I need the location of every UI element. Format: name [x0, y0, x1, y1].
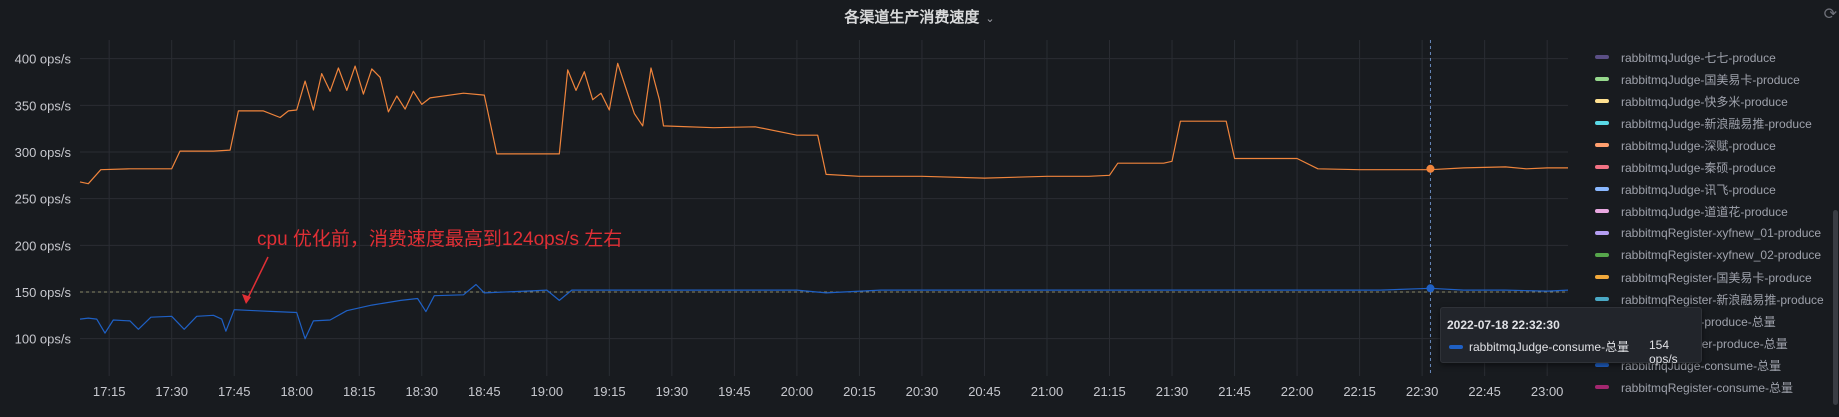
x-tick-label: 21:15: [1093, 384, 1126, 399]
legend-label: rabbitmqRegister-xyfnew_01-produce: [1621, 226, 1822, 240]
x-tick-label: 22:30: [1406, 384, 1439, 399]
tooltip-value: 154 ops/s: [1649, 338, 1678, 366]
y-tick-label: 200 ops/s: [15, 238, 72, 253]
series-lines: [79, 62, 1569, 340]
legend-label: rabbitmqJudge-讯飞-produce: [1621, 182, 1776, 197]
x-tick-label: 21:00: [1031, 384, 1064, 399]
grid: [80, 40, 1568, 376]
legend-swatch: [1595, 275, 1609, 279]
x-tick-label: 18:15: [343, 384, 376, 399]
legend-label: rabbitmqRegister-xyfnew_02-produce: [1621, 248, 1822, 262]
x-tick-label: 17:45: [218, 384, 251, 399]
x-tick-label: 21:30: [1156, 384, 1189, 399]
legend-item[interactable]: rabbitmqRegister-新浪融易推-produce: [1595, 288, 1839, 310]
y-tick-label: 150 ops/s: [15, 285, 72, 300]
legend-swatch: [1595, 297, 1609, 301]
legend-label: rabbitmqRegister-国美易卡-produce: [1621, 270, 1812, 285]
legend-label: rabbitmqRegister-新浪融易推-produce: [1621, 292, 1824, 307]
tooltip-time: 2022-07-18 22:32:30: [1447, 318, 1560, 332]
x-tick-label: 17:30: [155, 384, 188, 399]
legend-label: rabbitmqJudge-快多米-produce: [1621, 94, 1788, 109]
series-line-produce: [79, 62, 1568, 185]
legend-swatch: [1595, 253, 1609, 257]
legend-item[interactable]: rabbitmqJudge-道道花-produce: [1595, 200, 1839, 222]
legend-item[interactable]: rabbitmqRegister-consume-总量: [1595, 376, 1839, 398]
x-tick-label: 19:45: [718, 384, 751, 399]
x-tick-label: 20:30: [906, 384, 939, 399]
x-tick-label: 19:15: [593, 384, 626, 399]
legend-item[interactable]: rabbitmqJudge-七七-produce: [1595, 46, 1839, 68]
legend-swatch: [1595, 165, 1609, 169]
x-tick-label: 18:45: [468, 384, 501, 399]
legend-item[interactable]: rabbitmqRegister-xyfnew_01-produce: [1595, 222, 1839, 244]
x-tick-label: 20:15: [843, 384, 876, 399]
hover-point-produce: [1426, 164, 1435, 173]
x-tick-label: 21:45: [1218, 384, 1251, 399]
legend-swatch: [1595, 363, 1609, 367]
legend-item[interactable]: rabbitmqJudge-国美易卡-produce: [1595, 68, 1839, 90]
legend-item[interactable]: rabbitmqRegister-国美易卡-produce: [1595, 266, 1839, 288]
hover-point-consume: [1426, 284, 1435, 293]
legend-swatch: [1595, 121, 1609, 125]
legend-swatch: [1595, 55, 1609, 59]
legend-item[interactable]: rabbitmqRegister-xyfnew_02-produce: [1595, 244, 1839, 266]
legend-label: rabbitmqRegister-consume-总量: [1621, 380, 1794, 395]
legend-swatch: [1595, 187, 1609, 191]
x-axis: 17:15 17:30 17:45 18:00 18:15 18:30 18:45 19:00…: [93, 384, 1564, 399]
x-tick-label: 22:45: [1468, 384, 1501, 399]
legend-item[interactable]: rabbitmqJudge-深赋-produce: [1595, 134, 1839, 156]
legend-label: rabbitmqJudge-深赋-produce: [1621, 138, 1776, 153]
legend-swatch: [1595, 77, 1609, 81]
legend-item[interactable]: rabbitmqJudge-讯飞-produce: [1595, 178, 1839, 200]
series-line-consume: [79, 283, 1569, 340]
x-tick-label: 22:15: [1343, 384, 1376, 399]
y-tick-label: 350 ops/s: [15, 98, 72, 113]
panel-title[interactable]: 各渠道生产消费速度: [844, 9, 980, 26]
hover-crosshair: [242, 40, 1435, 376]
chevron-down-icon[interactable]: ⌄: [985, 13, 995, 25]
x-tick-label: 23:00: [1531, 384, 1564, 399]
legend-label: rabbitmqJudge-秦硕-produce: [1621, 160, 1776, 175]
y-tick-label: 100 ops/s: [15, 332, 72, 347]
legend-label: rabbitmqJudge-国美易卡-produce: [1621, 72, 1800, 87]
x-tick-label: 19:30: [656, 384, 689, 399]
tooltip-series-swatch: [1449, 345, 1463, 349]
annotation-text: cpu 优化前，消费速度最高到124ops/s 左右: [257, 229, 623, 250]
panel-header[interactable]: 各渠道生产消费速度 ⌄: [0, 0, 1839, 30]
x-tick-label: 20:45: [968, 384, 1001, 399]
legend-item[interactable]: rabbitmqJudge-秦硕-produce: [1595, 156, 1839, 178]
y-tick-label: 400 ops/s: [15, 52, 72, 67]
legend-swatch: [1595, 143, 1609, 147]
legend-swatch: [1595, 231, 1609, 235]
refresh-icon[interactable]: ⟳: [1823, 6, 1837, 23]
x-tick-label: 17:15: [93, 384, 126, 399]
legend-label: rabbitmqJudge-七七-produce: [1621, 50, 1776, 65]
x-tick-label: 19:00: [531, 384, 564, 399]
x-tick-label: 20:00: [781, 384, 814, 399]
tooltip-series-name: rabbitmqJudge-consume-总量: [1469, 340, 1630, 354]
annotation-arrowhead: [242, 294, 251, 304]
legend-swatch: [1595, 99, 1609, 103]
tooltip: 2022-07-18 22:32:30 rabbitmqJudge-consum…: [1440, 307, 1702, 366]
legend-label: rabbitmqJudge-道道花-produce: [1621, 204, 1788, 219]
x-tick-label: 18:00: [280, 384, 313, 399]
legend-swatch: [1595, 209, 1609, 213]
annotation-arrow: [245, 256, 269, 303]
legend-scrollbar[interactable]: [1833, 210, 1838, 405]
x-tick-label: 18:30: [406, 384, 439, 399]
y-tick-label: 250 ops/s: [15, 192, 72, 207]
x-tick-label: 22:00: [1281, 384, 1314, 399]
legend-label: rabbitmqJudge-新浪融易推-produce: [1621, 116, 1812, 131]
y-tick-label: 300 ops/s: [15, 145, 72, 160]
legend-item[interactable]: rabbitmqJudge-新浪融易推-produce: [1595, 112, 1839, 134]
legend-swatch: [1595, 385, 1609, 389]
y-axis: 100 ops/s 150 ops/s 200 ops/s 250 ops/s 300 …: [15, 52, 72, 347]
legend-item[interactable]: rabbitmqJudge-快多米-produce: [1595, 90, 1839, 112]
